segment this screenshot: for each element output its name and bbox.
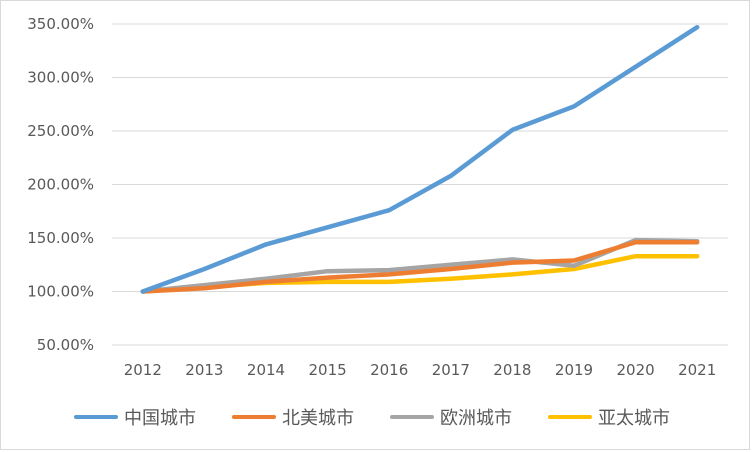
x-tick-label: 2019 bbox=[555, 361, 593, 379]
legend-swatch bbox=[232, 415, 276, 419]
series-line bbox=[140, 240, 700, 294]
y-tick-label: 50.00% bbox=[37, 336, 94, 354]
legend-item: 北美城市 bbox=[232, 402, 354, 432]
x-tick-label: 2017 bbox=[432, 361, 470, 379]
legend-label: 亚太城市 bbox=[598, 408, 670, 429]
plot-series bbox=[140, 24, 700, 294]
x-tick-label: 2016 bbox=[370, 361, 408, 379]
y-tick-label: 350.00% bbox=[27, 15, 94, 33]
y-axis: 50.00% 100.00% 150.00% 200.00% 250.00% 300.00… bbox=[27, 15, 94, 354]
y-tick-label: 300.00% bbox=[27, 69, 94, 87]
legend-item: 中国城市 bbox=[74, 402, 196, 432]
legend-item: 亚太城市 bbox=[548, 402, 670, 432]
x-axis: 2012 2013 2014 2015 2016 2017 2018 2019 2020 2021 bbox=[124, 361, 717, 379]
legend-label: 中国城市 bbox=[124, 408, 196, 429]
y-tick-label: 100.00% bbox=[27, 283, 94, 301]
x-tick-label: 2012 bbox=[124, 361, 162, 379]
legend-label: 北美城市 bbox=[282, 408, 354, 429]
y-tick-label: 200.00% bbox=[27, 176, 94, 194]
legend-label: 欧洲城市 bbox=[440, 408, 512, 429]
legend-swatch bbox=[390, 415, 434, 419]
x-tick-label: 2014 bbox=[247, 361, 285, 379]
legend: 中国城市 北美城市 欧洲城市 亚太城市 bbox=[0, 402, 752, 432]
legend-swatch bbox=[74, 415, 118, 419]
line-chart: 50.00% 100.00% 150.00% 200.00% 250.00% 300.00… bbox=[27, 15, 728, 379]
x-tick-label: 2015 bbox=[309, 361, 347, 379]
x-tick-label: 2021 bbox=[678, 361, 716, 379]
x-tick-label: 2020 bbox=[617, 361, 655, 379]
y-tick-label: 150.00% bbox=[27, 229, 94, 247]
x-tick-label: 2018 bbox=[493, 361, 531, 379]
legend-item: 欧洲城市 bbox=[390, 402, 512, 432]
x-tick-label: 2013 bbox=[185, 361, 223, 379]
y-tick-label: 250.00% bbox=[27, 122, 94, 140]
gridlines bbox=[112, 23, 728, 346]
series-line bbox=[140, 24, 700, 294]
legend-swatch bbox=[548, 415, 592, 419]
